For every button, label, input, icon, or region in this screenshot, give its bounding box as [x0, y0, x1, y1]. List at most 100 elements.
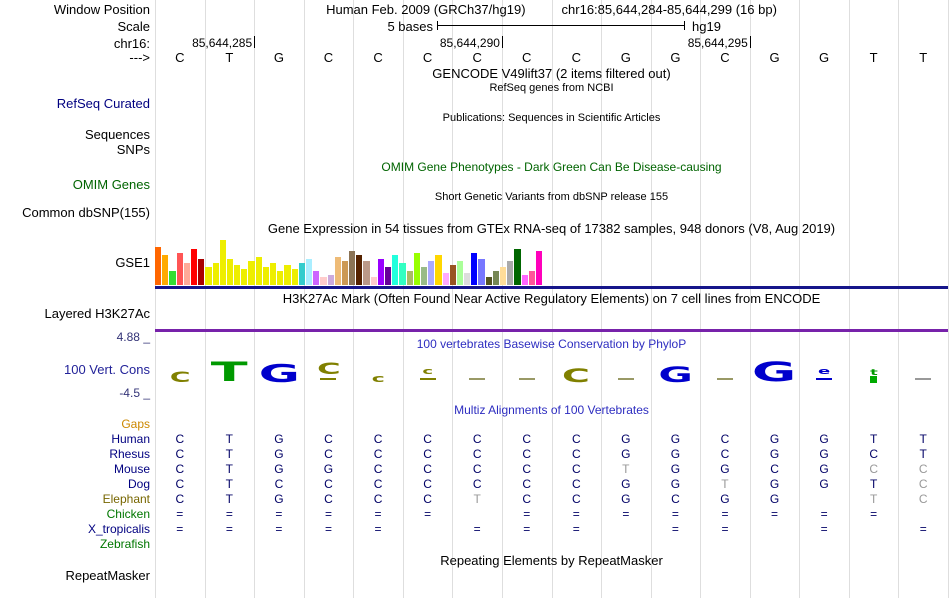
- alignment-cell: G: [621, 492, 631, 506]
- alignment-cell: T: [919, 432, 927, 446]
- gtex-bar-chart[interactable]: [155, 239, 543, 285]
- alignment-cell: G: [769, 492, 780, 506]
- alignment-cell: C: [175, 492, 185, 506]
- alignment-cell: C: [373, 462, 383, 476]
- species-label-human[interactable]: Human: [111, 432, 150, 446]
- alignment-cell: =: [374, 507, 382, 521]
- sequence-base: C: [720, 50, 730, 65]
- track-title-publications[interactable]: Publications: Sequences in Scientific Ar…: [442, 112, 661, 124]
- alignment-cell: G: [819, 477, 829, 491]
- gtex-bar: [464, 273, 471, 285]
- window-position-value: chr16:85,644,284-85,644,299 (16 bp): [561, 2, 777, 17]
- alignment-cell: C: [918, 477, 928, 491]
- sidebar-label-sequences[interactable]: Sequences: [84, 127, 150, 142]
- sidebar-label-refseq-curated[interactable]: RefSeq Curated: [56, 96, 150, 111]
- track-title-gencode[interactable]: GENCODE V49lift37 (2 items filtered out): [432, 66, 671, 81]
- alignment-cell: C: [274, 477, 284, 491]
- track-title-multiz[interactable]: Multiz Alignments of 100 Vertebrates: [454, 403, 649, 417]
- sidebar-label-layered-h3k27ac[interactable]: Layered H3K27Ac: [44, 306, 150, 321]
- gtex-bar: [528, 271, 535, 285]
- sidebar-label-omim-genes[interactable]: OMIM Genes: [72, 177, 150, 192]
- track-title-gtex[interactable]: Gene Expression in 54 tissues from GTEx …: [267, 221, 836, 236]
- alignment-cell: T: [225, 477, 234, 491]
- sequence-base: G: [620, 50, 631, 65]
- logo-letter: T: [210, 357, 248, 389]
- species-label-elephant[interactable]: Elephant: [102, 492, 150, 506]
- alignment-cell: G: [819, 462, 829, 476]
- logo-letter: G: [658, 363, 693, 388]
- gridline: [353, 0, 354, 598]
- alignment-cell: C: [423, 492, 432, 506]
- track-title-omim[interactable]: OMIM Gene Phenotypes - Dark Green Can Be…: [381, 160, 722, 174]
- species-label-gaps[interactable]: Gaps: [121, 417, 150, 431]
- gtex-bar: [435, 255, 442, 285]
- alignment-cell: G: [769, 477, 780, 491]
- alignment-cell: =: [275, 507, 283, 521]
- gtex-bar: [456, 261, 464, 285]
- alignment-cell: G: [819, 432, 829, 446]
- gtex-bar: [514, 249, 521, 285]
- logo-column: t: [849, 350, 899, 384]
- track-title-repeatmasker[interactable]: Repeating Elements by RepeatMasker: [440, 553, 663, 568]
- alignment-cell: [155, 537, 205, 552]
- species-label-zebrafish[interactable]: Zebrafish: [99, 537, 150, 551]
- alignment-cell: C: [918, 492, 928, 506]
- sequence-base: T: [869, 50, 878, 65]
- alignment-cell: [452, 507, 502, 522]
- alignment-cell: [750, 537, 800, 552]
- alignment-cell: =: [820, 507, 828, 521]
- sidebar-label-snps[interactable]: SNPs: [116, 142, 150, 157]
- alignment-cell: C: [869, 447, 878, 461]
- alignment-cell: [750, 417, 800, 432]
- alignment-cell: C: [522, 492, 532, 506]
- logo-dash: [816, 378, 833, 380]
- gtex-bar: [248, 261, 255, 285]
- alignment-cell: C: [373, 477, 383, 491]
- gtex-bar: [190, 249, 198, 285]
- gtex-bar: [478, 259, 485, 285]
- phylop-min-score: -4.5 _: [119, 386, 150, 400]
- track-title-phylop[interactable]: 100 vertebrates Basewise Conservation by…: [416, 337, 687, 351]
- alignment-cell: C: [571, 477, 581, 491]
- alignment-row-zebrafish: [155, 537, 948, 552]
- species-label-rhesus[interactable]: Rhesus: [109, 447, 150, 461]
- alignment-cell: C: [324, 477, 333, 491]
- sidebar-label-repeatmasker[interactable]: RepeatMasker: [65, 568, 150, 583]
- logo-column: T: [205, 350, 255, 389]
- track-title-dbsnp[interactable]: Short Genetic Variants from dbSNP releas…: [434, 191, 669, 203]
- alignment-cell: T: [721, 477, 729, 491]
- gtex-bar: [377, 259, 384, 285]
- gtex-bar: [169, 271, 176, 285]
- alignment-cell: [700, 537, 750, 552]
- alignment-cell: =: [225, 507, 233, 521]
- sidebar-label-100-vert-cons[interactable]: 100 Vert. Cons: [64, 362, 150, 377]
- species-label-mouse[interactable]: Mouse: [113, 462, 150, 476]
- alignment-cell: T: [225, 492, 234, 506]
- species-label-x-tropicalis[interactable]: X_tropicalis: [87, 522, 150, 536]
- alignment-cell: G: [670, 477, 681, 491]
- assembly-title: Human Feb. 2009 (GRCh37/hg19): [326, 2, 526, 17]
- sidebar-label-gse1[interactable]: GSE1: [115, 255, 150, 270]
- track-title-h3k27ac[interactable]: H3K27Ac Mark (Often Found Near Active Re…: [282, 291, 821, 306]
- alignment-cell: [403, 537, 453, 552]
- alignment-cell: =: [424, 507, 432, 521]
- gtex-bar: [205, 267, 212, 285]
- alignment-cell: C: [373, 447, 383, 461]
- alignment-cell: [502, 537, 552, 552]
- gtex-bar: [485, 277, 492, 285]
- alignment-cell: C: [175, 477, 185, 491]
- logo-letter: C: [562, 364, 591, 387]
- species-label-dog[interactable]: Dog: [127, 477, 150, 491]
- alignment-row-chicken: = = = = = = = = = = = = = =: [155, 507, 948, 522]
- logo-letter: G: [752, 357, 797, 389]
- alignment-cell: [651, 537, 701, 552]
- species-label-chicken[interactable]: Chicken: [106, 507, 150, 521]
- alignment-cell: [304, 417, 354, 432]
- alignment-cell: [750, 522, 800, 537]
- alignment-cell: T: [473, 492, 481, 506]
- alignment-cell: C: [175, 462, 185, 476]
- sidebar-label-common-dbsnp[interactable]: Common dbSNP(155): [22, 205, 150, 220]
